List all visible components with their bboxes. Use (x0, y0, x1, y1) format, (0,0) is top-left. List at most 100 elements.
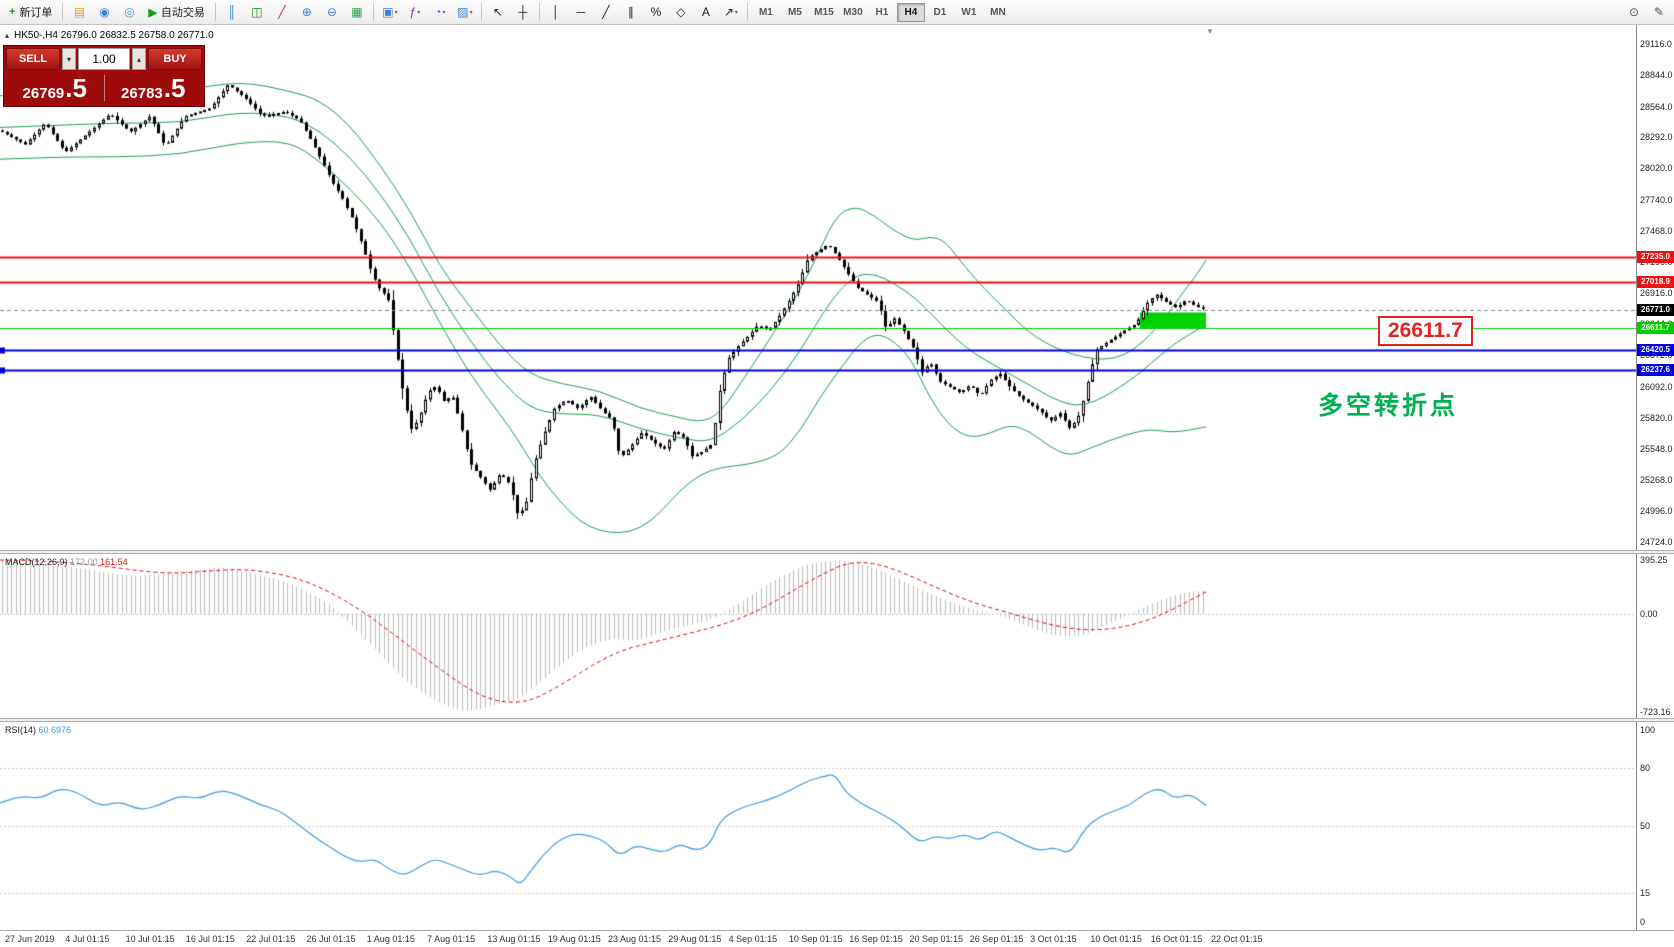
panel-splitter[interactable] (0, 550, 1674, 554)
crosshair-icon[interactable]: ┼ (511, 1, 535, 23)
cursor-icon[interactable]: ↖ (486, 1, 510, 23)
candlestick-chart-type-icon[interactable]: ◫ (245, 1, 269, 23)
price-scale-label: 26916.0 (1640, 288, 1673, 299)
price-scale[interactable]: 29116.0 28844.0 28564.0 28292.0 28020.0 27740… (1636, 25, 1674, 947)
timeframe-m15[interactable]: M15 (814, 6, 834, 18)
date-label: 16 Oct 01:15 (1150, 934, 1203, 944)
bar-chart-type-icon-glyph: ║ (227, 5, 237, 19)
zoom-in-icon[interactable]: ⊕ (295, 1, 319, 23)
chart-shift-icon: ▼ (1206, 27, 1214, 36)
templates-icon[interactable]: ▨ ▾ (453, 1, 477, 23)
sell-button[interactable]: SELL (6, 48, 60, 70)
macd-scale-label: 0.00 (1640, 608, 1658, 619)
date-label: 3 Oct 01:15 (1030, 934, 1077, 944)
volume-increase-button[interactable]: ▴ (132, 48, 146, 70)
price-level-badge: 27018.9 (1637, 275, 1674, 288)
date-label: 16 Sep 01:15 (849, 934, 903, 944)
chart-ohlc-header: ▴ HK50-,H4 26796.0 26832.5 26758.0 26771… (5, 30, 214, 41)
time-scale[interactable]: 27 Jun 2019 4 Jul 01:15 10 Jul 01:15 16 Jul… (0, 930, 1674, 947)
zoom-out-icon[interactable]: ⊖ (320, 1, 344, 23)
shapes-icon[interactable]: ◇ (669, 1, 693, 23)
channel-icon[interactable]: ∥ (619, 1, 643, 23)
macd-scale-label: -723.16 (1640, 707, 1671, 718)
indicators-icon-glyph: ƒ (409, 5, 417, 19)
volume-decrease-button[interactable]: ▾ (62, 48, 76, 70)
price-scale-label: 25268.0 (1640, 475, 1673, 486)
rsi-panel-canvas[interactable] (0, 722, 1636, 930)
panel-splitter[interactable] (0, 718, 1674, 722)
macd-signal-value: 161.54 (100, 557, 128, 567)
auto-trading-button[interactable]: ▶ 自动交易 (142, 1, 210, 23)
date-label: 4 Sep 01:15 (728, 934, 778, 944)
buy-price[interactable]: 26783.5 (105, 75, 203, 101)
one-click-trading-panel: SELL ▾ 1.00 ▴ BUY 26769.5 26783.5 (3, 45, 205, 107)
new-order-button[interactable]: + 新订单 (3, 1, 58, 23)
grid-icon-glyph: ▦ (351, 5, 363, 19)
dropdown-caret-icon: ▾ (734, 9, 738, 16)
timeframe-mn[interactable]: MN (990, 6, 1006, 18)
arrows-icon[interactable]: ↗ ▾ (719, 1, 743, 23)
sell-price[interactable]: 26769.5 (6, 75, 104, 101)
pencil-icon-glyph: ✎ (1653, 5, 1665, 19)
search-icon[interactable]: ⊙ (1622, 1, 1646, 23)
profiles-icon-glyph: ◉ (99, 5, 110, 19)
price-chart-canvas[interactable] (0, 26, 1636, 550)
turning-point-annotation[interactable]: 多空转折点 (1318, 392, 1459, 420)
text-label-icon[interactable]: A (694, 1, 718, 23)
timeframe-h4[interactable]: H4 (896, 2, 925, 22)
macd-panel-canvas[interactable] (0, 554, 1636, 718)
channel-icon-glyph: ∥ (627, 5, 634, 19)
vertical-line-icon-glyph: │ (552, 5, 560, 19)
indicators-icon[interactable]: ƒ ▾ (403, 1, 427, 23)
macd-indicator-label: MACD(12,26,9) 172.00 161.54 (5, 557, 128, 567)
price-level-badge: 26420.5 (1637, 343, 1674, 356)
dropdown-caret-icon: ▾ (442, 9, 446, 16)
price-annotation-label[interactable]: 26611.7 (1378, 316, 1473, 346)
timeframe-m30[interactable]: M30 (843, 6, 863, 18)
trade-panel-prices-row: 26769.5 26783.5 (6, 72, 202, 104)
sell-price-pips: .5 (65, 73, 87, 103)
rsi-scale-label: 0 (1640, 916, 1646, 927)
arrows-icon-glyph: ↗ (723, 5, 734, 19)
line-chart-type-icon[interactable]: ╱ (270, 1, 294, 23)
one-click-collapse-icon[interactable]: ▴ (5, 31, 10, 40)
current-price-badge: 26771.0 (1637, 303, 1674, 316)
shapes-icon-glyph: ◇ (676, 5, 686, 19)
buy-price-main: 26783 (121, 85, 163, 102)
buy-button[interactable]: BUY (148, 48, 202, 70)
chart-window-icon[interactable]: ▤ (67, 1, 91, 23)
zoom-in-icon-glyph: ⊕ (301, 5, 312, 19)
timeframe-m5[interactable]: M5 (787, 6, 802, 18)
cursor-icon-glyph: ↖ (492, 5, 503, 19)
bar-chart-type-icon[interactable]: ║ (220, 1, 244, 23)
horizontal-line-icon[interactable]: ─ (569, 1, 593, 23)
trade-panel-controls-row: SELL ▾ 1.00 ▴ BUY (6, 48, 202, 70)
price-scale-label: 25548.0 (1640, 443, 1673, 454)
tile-windows-icon[interactable]: ▣ ▾ (378, 1, 402, 23)
horizontal-line-icon-glyph: ─ (576, 5, 586, 19)
profiles-icon[interactable]: ◉ (92, 1, 116, 23)
price-scale-label: 28844.0 (1640, 69, 1673, 80)
date-label: 22 Oct 01:15 (1211, 934, 1263, 944)
timeframe-w1[interactable]: W1 (961, 6, 977, 18)
pencil-icon[interactable]: ✎ (1647, 1, 1671, 23)
refresh-icon[interactable]: ◎ (117, 1, 141, 23)
rsi-scale-label: 100 (1640, 725, 1656, 736)
timeframe-m1[interactable]: M1 (758, 6, 773, 18)
trendline-icon[interactable]: ╱ (594, 1, 618, 23)
tim eframe-h1[interactable]: H1 (875, 6, 889, 18)
date-label: 29 Aug 01:15 (668, 934, 722, 944)
vertical-line-icon[interactable]: │ (544, 1, 568, 23)
date-label: 7 Aug 01:15 (427, 934, 476, 944)
timeframe-d1[interactable]: D1 (933, 6, 947, 18)
zoom-out-icon-glyph: ⊖ (326, 5, 337, 19)
date-label: 16 Jul 01:15 (185, 934, 235, 944)
date-label: 23 Aug 01:15 (608, 934, 662, 944)
volume-input[interactable]: 1.00 (78, 48, 130, 70)
grid-icon[interactable]: ▦ (345, 1, 369, 23)
date-label: 20 Sep 01:15 (909, 934, 964, 944)
dropdown-caret-icon: ▾ (417, 9, 421, 16)
timeframes-icon[interactable]: ◔ ▾ (428, 1, 452, 23)
fibonacci-icon[interactable]: % (644, 1, 668, 23)
rsi-scale-label: 50 (1640, 821, 1651, 831)
